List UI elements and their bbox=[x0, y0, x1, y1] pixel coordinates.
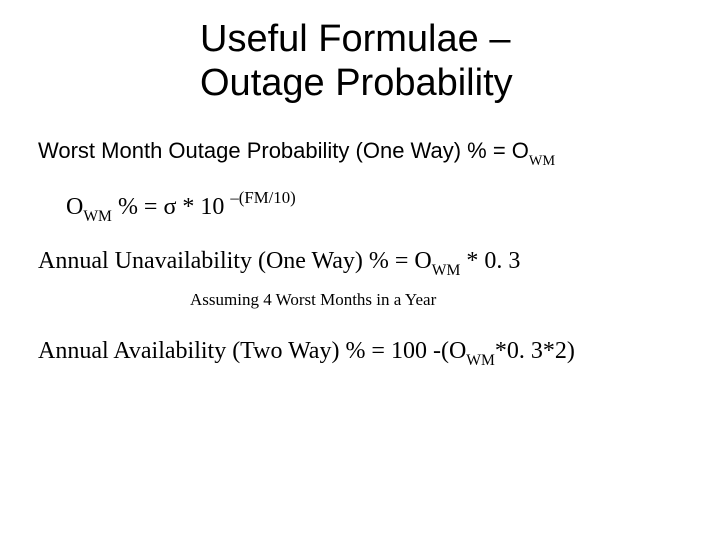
annual-avail-suffix: *0. 3*2) bbox=[495, 338, 575, 364]
assumption-line: Assuming 4 Worst Months in a Year bbox=[190, 290, 436, 310]
annual-unavail-suffix: * 0. 3 bbox=[460, 248, 520, 274]
worst-month-sub: WM bbox=[529, 153, 555, 169]
owm-mid1: % = bbox=[112, 194, 164, 220]
worst-month-prefix: Worst Month Outage Probability (One Way)… bbox=[38, 138, 529, 163]
worst-month-line: Worst Month Outage Probability (One Way)… bbox=[38, 138, 555, 168]
title-line-1: Useful Formulae – bbox=[200, 18, 510, 60]
annual-unavail-line: Annual Unavailability (One Way) % = OWM … bbox=[38, 248, 520, 279]
annual-unavail-prefix: Annual Unavailability (One Way) % = O bbox=[38, 248, 432, 274]
sigma-symbol: σ bbox=[163, 194, 176, 220]
title-line-2: Outage Probability bbox=[200, 62, 513, 104]
owm-exp: –(FM/10) bbox=[230, 188, 295, 207]
annual-unavail-sub: WM bbox=[432, 262, 461, 279]
owm-definition-line: OWM % = σ * 10 –(FM/10) bbox=[66, 190, 296, 225]
annual-avail-sub: WM bbox=[466, 352, 495, 369]
assumption-text: Assuming 4 Worst Months in a Year bbox=[190, 290, 436, 309]
annual-avail-line: Annual Availability (Two Way) % = 100 -(… bbox=[38, 338, 575, 369]
annual-avail-prefix: Annual Availability (Two Way) % = 100 -(… bbox=[38, 338, 466, 364]
owm-mid2: * 10 bbox=[176, 194, 230, 220]
owm-sym: O bbox=[66, 194, 83, 220]
slide-title: Useful Formulae – Outage Probability bbox=[200, 18, 680, 105]
slide: Useful Formulae – Outage Probability Wor… bbox=[0, 0, 720, 540]
owm-sub: WM bbox=[83, 208, 112, 225]
